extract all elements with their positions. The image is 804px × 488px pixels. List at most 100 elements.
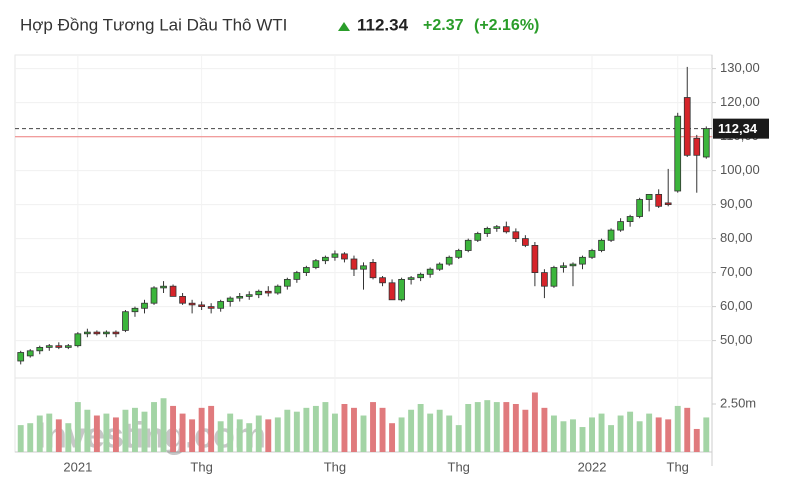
y-tick-label: 80,00 — [720, 230, 753, 245]
candle-body — [64, 345, 72, 348]
volume-bar — [379, 407, 386, 452]
x-tick-label: Thg — [190, 459, 212, 474]
candle-body — [45, 345, 53, 348]
volume-bar — [474, 402, 481, 452]
volume-bar — [389, 423, 396, 452]
candle-body — [122, 311, 129, 331]
y-tick-label: 70,00 — [720, 264, 753, 279]
candle-body — [417, 273, 424, 279]
volume-bar — [589, 417, 595, 452]
candle-body — [445, 256, 453, 265]
volume-bar — [236, 419, 243, 452]
volume-bar — [522, 409, 529, 452]
volume-bar — [198, 407, 205, 452]
candle-body — [207, 306, 215, 309]
y-tick-label: 100,00 — [720, 162, 760, 177]
volume-bar — [179, 413, 186, 452]
candle-body — [379, 277, 386, 284]
candle-body — [17, 352, 25, 362]
y-tick-label: 120,00 — [720, 94, 760, 109]
volume-bar — [46, 413, 53, 452]
x-tick-label: Thg — [324, 459, 346, 474]
volume-bar — [93, 415, 100, 452]
candle-body — [607, 229, 615, 241]
volume-bar — [703, 417, 710, 452]
volume-bar — [246, 423, 253, 452]
volume-bar — [560, 421, 567, 452]
volume-bar — [455, 425, 462, 452]
candle-body — [36, 346, 44, 352]
volume-bar — [331, 413, 338, 452]
volume-bar — [484, 400, 491, 452]
candle-body — [579, 256, 586, 265]
candle-body — [293, 272, 301, 280]
candle-body — [407, 277, 415, 280]
candle-body — [560, 265, 567, 268]
volume-bar — [465, 404, 472, 452]
candle-body — [255, 290, 263, 296]
volume-bar — [370, 402, 376, 452]
volume-bar — [341, 404, 348, 452]
candle-body — [398, 278, 405, 301]
y-tick-label: 60,00 — [720, 298, 753, 313]
volume-bar — [674, 405, 681, 452]
volume-bar — [103, 413, 110, 452]
volume-bar — [655, 417, 662, 452]
volume-bar — [141, 411, 148, 452]
candle-body — [369, 261, 377, 279]
y-tick-label: 90,00 — [720, 196, 753, 211]
volume-bar — [684, 407, 691, 452]
volume-bar — [617, 415, 624, 452]
candle-body — [303, 267, 310, 273]
candle-body — [341, 253, 348, 260]
volume-bar — [36, 415, 43, 452]
change: +2.37 — [423, 17, 464, 34]
volume-bar — [427, 413, 434, 452]
candle-body — [188, 302, 196, 306]
title: Hợp Đồng Tương Lai Dầu Thô WTI — [20, 15, 287, 34]
volume-bar — [17, 425, 24, 452]
price-panel — [14, 54, 713, 379]
y-tick-label: 50,00 — [720, 332, 753, 347]
candle-body — [426, 268, 434, 275]
volume-bar — [360, 415, 367, 452]
volume-bar — [512, 404, 519, 452]
candle-body — [160, 285, 167, 289]
volume-bar — [312, 405, 319, 452]
price: 112.34 — [357, 15, 409, 34]
candle-body — [283, 278, 291, 287]
candle-body — [483, 227, 491, 234]
candle-body — [245, 294, 253, 297]
candle-body — [179, 295, 186, 304]
volume-bar — [493, 402, 500, 452]
candle-body — [617, 221, 624, 231]
volume-bar — [132, 407, 138, 452]
volume-bar — [665, 419, 672, 452]
volume-bar — [446, 415, 453, 452]
candle-body — [522, 238, 529, 246]
x-tick-label: Thg — [667, 459, 689, 474]
y2-tick-label: 2.50m — [720, 395, 756, 410]
candle-body — [331, 253, 339, 258]
volume-bar — [693, 428, 700, 452]
volume-bar — [217, 421, 224, 452]
volume-bar — [550, 415, 557, 452]
volume-bar — [322, 402, 329, 452]
candle-body — [474, 233, 482, 241]
volume-bar — [112, 417, 119, 452]
x-tick-label: 2022 — [578, 459, 607, 474]
volume-bar — [351, 407, 357, 452]
candle-body — [455, 250, 463, 258]
candle-body — [103, 331, 110, 335]
candle-body — [264, 290, 272, 294]
volume-bar — [579, 427, 586, 452]
volume-bar — [208, 405, 215, 452]
volume-bar — [636, 421, 643, 452]
volume-bar — [531, 392, 538, 452]
candle-body — [131, 307, 139, 313]
candle-body — [55, 345, 63, 348]
candle-body — [169, 285, 177, 297]
candle-body — [541, 272, 548, 287]
candle-body — [436, 263, 444, 270]
up-arrow — [338, 22, 350, 31]
